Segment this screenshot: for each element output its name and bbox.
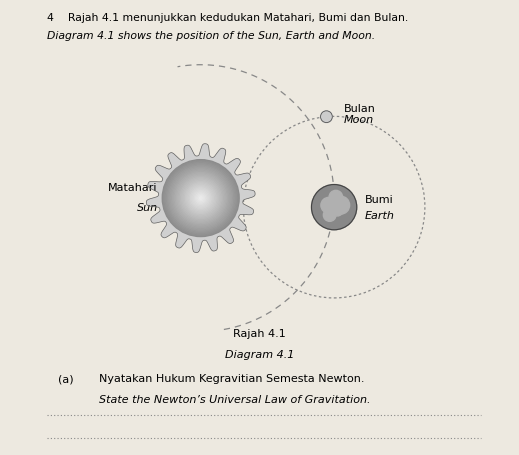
Circle shape <box>168 165 234 232</box>
Text: Nyatakan Hukum Kegravitian Semesta Newton.: Nyatakan Hukum Kegravitian Semesta Newto… <box>99 374 364 384</box>
Text: Matahari: Matahari <box>108 183 158 193</box>
Circle shape <box>194 192 207 204</box>
Polygon shape <box>146 144 255 253</box>
Circle shape <box>323 209 336 222</box>
Circle shape <box>329 190 343 204</box>
Circle shape <box>163 161 238 235</box>
Circle shape <box>311 185 357 230</box>
Circle shape <box>171 169 230 228</box>
Circle shape <box>174 171 228 225</box>
Circle shape <box>176 174 225 222</box>
Circle shape <box>184 182 217 215</box>
Circle shape <box>179 177 223 220</box>
Circle shape <box>175 172 226 224</box>
Circle shape <box>183 180 218 216</box>
Text: State the Newton’s Universal Law of Gravitation.: State the Newton’s Universal Law of Grav… <box>99 395 371 405</box>
Circle shape <box>192 189 210 207</box>
Circle shape <box>199 197 202 199</box>
Circle shape <box>165 162 237 234</box>
Text: Rajah 4.1: Rajah 4.1 <box>233 329 286 339</box>
Text: Diagram 4.1 shows the position of the Sun, Earth and Moon.: Diagram 4.1 shows the position of the Su… <box>47 31 375 41</box>
Text: 4    Rajah 4.1 menunjukkan kedudukan Matahari, Bumi dan Bulan.: 4 Rajah 4.1 menunjukkan kedudukan Mataha… <box>47 13 408 23</box>
Circle shape <box>189 187 212 210</box>
Text: (a): (a) <box>58 374 74 384</box>
Circle shape <box>332 196 350 214</box>
Circle shape <box>180 177 221 218</box>
Circle shape <box>188 185 213 211</box>
Circle shape <box>190 188 211 208</box>
Circle shape <box>169 166 233 230</box>
Circle shape <box>170 167 231 229</box>
Text: Bulan: Bulan <box>344 105 375 115</box>
Circle shape <box>187 184 215 212</box>
Circle shape <box>321 111 332 122</box>
Circle shape <box>172 170 229 226</box>
Circle shape <box>197 194 204 202</box>
Text: Diagram 4.1: Diagram 4.1 <box>225 350 294 360</box>
Circle shape <box>332 205 343 216</box>
Circle shape <box>196 193 206 203</box>
Text: Moon: Moon <box>344 115 374 125</box>
Circle shape <box>166 163 235 233</box>
Text: Bumi: Bumi <box>365 195 393 205</box>
Circle shape <box>185 183 216 213</box>
Circle shape <box>162 160 239 237</box>
Text: Earth: Earth <box>365 211 395 221</box>
Circle shape <box>321 197 337 213</box>
Circle shape <box>198 196 203 201</box>
Circle shape <box>177 175 224 221</box>
Text: Sun: Sun <box>136 203 158 213</box>
Circle shape <box>193 191 209 206</box>
Circle shape <box>182 179 220 217</box>
